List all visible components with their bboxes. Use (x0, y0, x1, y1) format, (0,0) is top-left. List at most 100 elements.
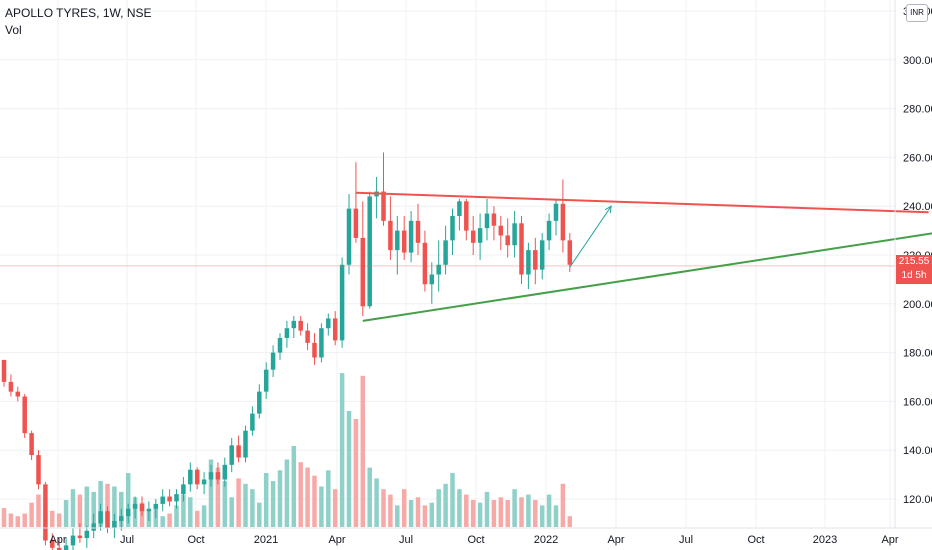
candle-body (63, 545, 69, 550)
candle (305, 323, 310, 351)
candle (457, 198, 462, 231)
volume-bar (84, 486, 90, 527)
candle-body (70, 535, 76, 546)
candle-body (125, 508, 131, 517)
time-axis[interactable]: Apr Jul Oct 2021 Apr Jul Oct 2022 Apr Jul Oct 2023 A… (49, 534, 898, 546)
volume-bar (457, 489, 462, 527)
candle-body (388, 220, 393, 251)
candle-body (360, 237, 366, 307)
volume-bar (401, 489, 407, 527)
volume-bar (50, 510, 55, 527)
volume-bar (305, 467, 310, 527)
volume-bar (284, 459, 290, 527)
volume-bar (277, 470, 283, 527)
volume-bar (160, 516, 165, 527)
last-price-value: 215.55 (898, 256, 930, 267)
candle (84, 525, 90, 548)
candle-body (519, 223, 524, 275)
price-tick-label: 260.00 (903, 152, 932, 164)
currency-badge[interactable]: INR (906, 4, 928, 22)
volume-bar (36, 494, 41, 527)
candle (374, 176, 379, 219)
candle-body (188, 469, 193, 485)
candle (15, 386, 21, 402)
candle-body (395, 230, 400, 251)
candle (464, 198, 469, 241)
symbol-title[interactable]: APOLLO TYRES, 1W, NSE (5, 6, 152, 20)
candle-body (201, 479, 207, 485)
volume-bar (319, 486, 324, 527)
candle (491, 206, 497, 241)
candle-body (153, 503, 159, 509)
candle-body (215, 472, 221, 480)
candle (160, 489, 165, 512)
candle (415, 203, 421, 255)
time-tick-label: 2022 (534, 534, 558, 546)
time-tick-label: Apr (881, 534, 898, 546)
volume-bar (533, 500, 538, 527)
volume-bar (208, 459, 214, 527)
candle (56, 538, 62, 550)
volume-bar (346, 410, 352, 527)
candle-body (560, 203, 566, 241)
candle (215, 462, 221, 485)
volume-bar (422, 505, 428, 527)
candle-body (346, 208, 352, 265)
candle (270, 345, 276, 377)
candle (381, 152, 386, 226)
volume-bar (436, 489, 441, 527)
volume-bar (360, 375, 366, 527)
volume-indicator-label[interactable]: Vol (5, 23, 22, 37)
candle-body (181, 484, 186, 495)
volume-bar (77, 494, 83, 527)
volume-bar (270, 481, 276, 527)
candle-body (236, 445, 241, 458)
candle-body (498, 225, 504, 236)
volume-bar (236, 478, 241, 527)
trendlines[interactable] (0, 191, 932, 322)
volume-bar (215, 467, 221, 527)
candle (146, 501, 152, 521)
volume-bar (125, 473, 131, 527)
candle (388, 196, 393, 260)
volume-bar (257, 502, 262, 527)
candle-body (533, 250, 538, 270)
candle (512, 211, 517, 258)
candle (560, 179, 566, 253)
candle-body (174, 494, 179, 502)
volume-bar (91, 491, 96, 527)
candle (201, 472, 207, 495)
candle (50, 533, 55, 550)
volume-bar (181, 494, 186, 527)
candle (257, 384, 262, 419)
volume-bar (339, 373, 345, 527)
candle (77, 523, 83, 543)
volume-bar (298, 462, 303, 527)
projection-arrow (569, 205, 612, 268)
candle-body (422, 242, 428, 285)
volume-bar (332, 489, 338, 527)
candle (22, 394, 27, 438)
volume-bar (374, 478, 379, 527)
candle-body (546, 220, 552, 241)
volume-bar (491, 500, 497, 527)
candle (208, 464, 214, 487)
time-tick-label: Apr (328, 534, 345, 546)
candle (519, 215, 524, 285)
volume-bar (450, 473, 455, 527)
candle (36, 450, 41, 490)
candle (346, 194, 352, 275)
last-price-label: 215.55 1d 5h (896, 255, 932, 284)
candle (8, 374, 14, 397)
volume-bar (367, 467, 372, 527)
chart-legend: APOLLO TYRES, 1W, NSE Vol (5, 5, 152, 39)
volume-bar (429, 502, 435, 527)
candle-body (98, 511, 103, 524)
volume-bar (326, 470, 331, 527)
candle-body (470, 230, 476, 243)
candle-body (132, 503, 138, 509)
candle (332, 311, 338, 346)
candle-body (339, 264, 345, 341)
